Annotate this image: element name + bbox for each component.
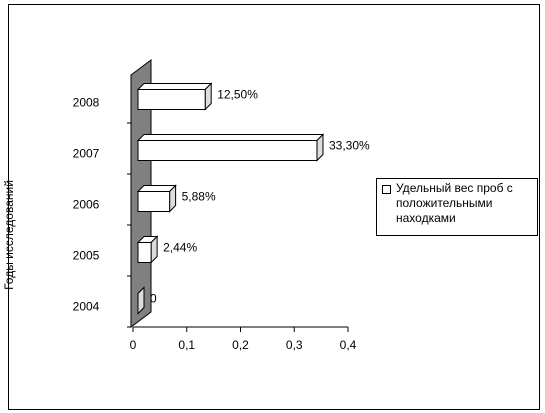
value-label: 0 xyxy=(150,292,157,306)
bar xyxy=(137,89,206,110)
legend-box xyxy=(376,178,538,236)
bar xyxy=(137,191,171,212)
x-tick-label: 0 xyxy=(130,338,137,352)
legend-label: Удельный вес проб с положительными наход… xyxy=(396,181,513,225)
bar-side xyxy=(137,286,145,315)
bar-top xyxy=(136,83,213,90)
value-label: 33,30% xyxy=(329,139,370,153)
bar xyxy=(137,140,318,161)
y-tick-label: 2004 xyxy=(73,300,100,314)
value-label: 12,50% xyxy=(217,88,258,102)
x-tick-label: 0,3 xyxy=(286,338,303,352)
legend-swatch xyxy=(382,185,391,194)
y-tick-label: 2007 xyxy=(73,147,100,161)
x-tick-label: 0,2 xyxy=(232,338,249,352)
x-tick-label: 0,1 xyxy=(178,338,195,352)
value-label: 5,88% xyxy=(182,190,216,204)
value-label: 2,44% xyxy=(163,241,197,255)
y-tick-label: 2008 xyxy=(73,96,100,110)
y-tick-label: 2006 xyxy=(73,198,100,212)
y-tick-label: 2005 xyxy=(73,249,100,263)
bar-top xyxy=(136,134,325,141)
y-axis-title: Годы исследований xyxy=(2,180,16,290)
x-tick-label: 0,4 xyxy=(340,338,357,352)
bar xyxy=(137,242,152,263)
